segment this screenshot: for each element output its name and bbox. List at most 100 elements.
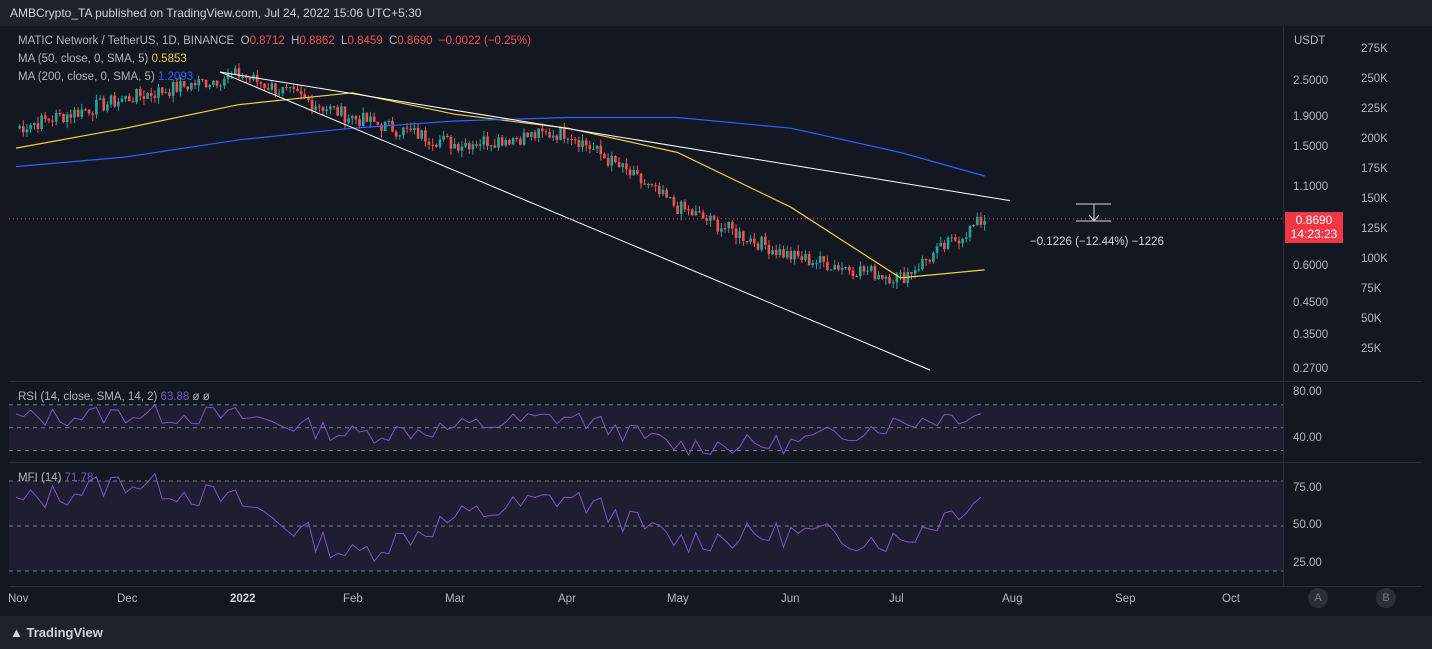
candle-body [705,218,709,221]
candle-body [138,88,142,97]
candle-body [98,98,102,100]
candle-body [266,87,270,90]
candle-body [438,139,442,147]
candle-body [288,86,292,88]
mfi-line [15,472,982,563]
candle-body [924,258,928,261]
tradingview-logo[interactable]: ▲ TradingView [10,625,103,640]
candle-body [427,141,431,145]
candle-body [734,228,738,239]
candle-body [343,106,347,123]
candle-body [142,96,146,99]
currency-label: USDT [1294,35,1326,47]
candle-body [537,128,540,138]
volume-tick: 200K [1361,133,1388,145]
candle-body [201,79,204,81]
candle-body [223,78,226,86]
candle-body [983,221,986,225]
candle-body [665,189,668,198]
candle-body [789,251,793,260]
upper-trendline [219,71,1011,202]
candle-body [698,211,701,213]
candle-body [475,144,478,146]
time-label: Oct [1222,593,1240,605]
candle-body [336,106,339,116]
candle-body [965,237,968,239]
candle-body [160,87,164,94]
candle-body [442,135,445,140]
candle-body [467,142,471,150]
ohlc-o-label: O [240,35,250,47]
candle-body [263,83,266,88]
candle-body [738,231,741,239]
candle-body [683,201,687,210]
candle-body [464,142,467,147]
candle-body [610,155,614,166]
mfi-tick: 75.00 [1293,481,1322,494]
measure-arrowhead [1088,214,1100,222]
candle-body [234,68,237,74]
candle-body [756,243,760,250]
candle-body [413,127,416,131]
candle-body [851,270,855,277]
candle-body [621,163,625,168]
ma200-label: MA (200, close, 0, SMA, 5) [18,71,155,83]
candle-body [753,238,756,244]
candle-body [866,270,869,272]
candle-body [471,144,475,150]
candle-body [855,276,858,278]
volume-tick: 150K [1361,193,1388,205]
publish-header: AMBCrypto_TA published on TradingView.co… [0,0,1432,26]
candle-body [62,113,65,123]
candle-body [168,92,171,96]
candle-body [668,197,672,199]
ohlc-low: 0.8459 [347,35,383,47]
candle-body [248,77,252,80]
candle-body [511,138,515,145]
candle-body [928,260,932,262]
candle-body [350,116,354,119]
auto-scale-button[interactable]: A [1308,588,1328,608]
candle-body [541,128,544,132]
candle-body [837,265,840,270]
candle-body [80,109,84,117]
candle-body [826,261,829,271]
candle-body [972,225,975,227]
ma200-legend[interactable]: MA (200, close, 0, SMA, 5) 1.2093 [18,71,193,83]
candle-body [957,240,961,244]
candle-body [435,144,438,147]
candle-body [87,109,91,114]
mfi-legend[interactable]: MFI (14) 71.78 [18,472,93,484]
rsi-extra: ø ø [192,391,210,403]
candle-body [954,237,957,241]
candle-body [763,236,767,246]
candle-body [961,238,964,244]
candle-body [774,250,778,255]
candle-body [277,93,281,95]
candle-body [32,123,36,126]
time-label: 2022 [230,593,256,605]
candle-body [720,228,723,232]
candle-body [807,254,811,266]
candle-body [135,88,138,103]
countdown: 14:23:23 [1290,227,1338,241]
candle-body [303,94,307,98]
log-scale-button[interactable]: B [1376,588,1396,608]
candle-body [22,126,25,133]
candle-body [325,109,328,111]
candle-body [380,124,383,131]
candle-body [647,184,650,186]
tv-logo-icon: ▲ [10,625,23,640]
symbol-title: MATIC Network / TetherUS, 1D, BINANCE [18,35,235,47]
candle-body [128,95,131,102]
lower-trendline [219,71,931,371]
candle-body [818,256,822,263]
candle-body [226,74,230,79]
candle-body [943,242,946,249]
candle-body [559,126,562,140]
rsi-legend[interactable]: RSI (14, close, SMA, 14, 2) 63.88 ø ø [18,391,210,403]
candle-body [157,87,160,98]
ma50-legend[interactable]: MA (50, close, 0, SMA, 5) 0.5853 [18,53,187,65]
candle-body [690,209,694,216]
